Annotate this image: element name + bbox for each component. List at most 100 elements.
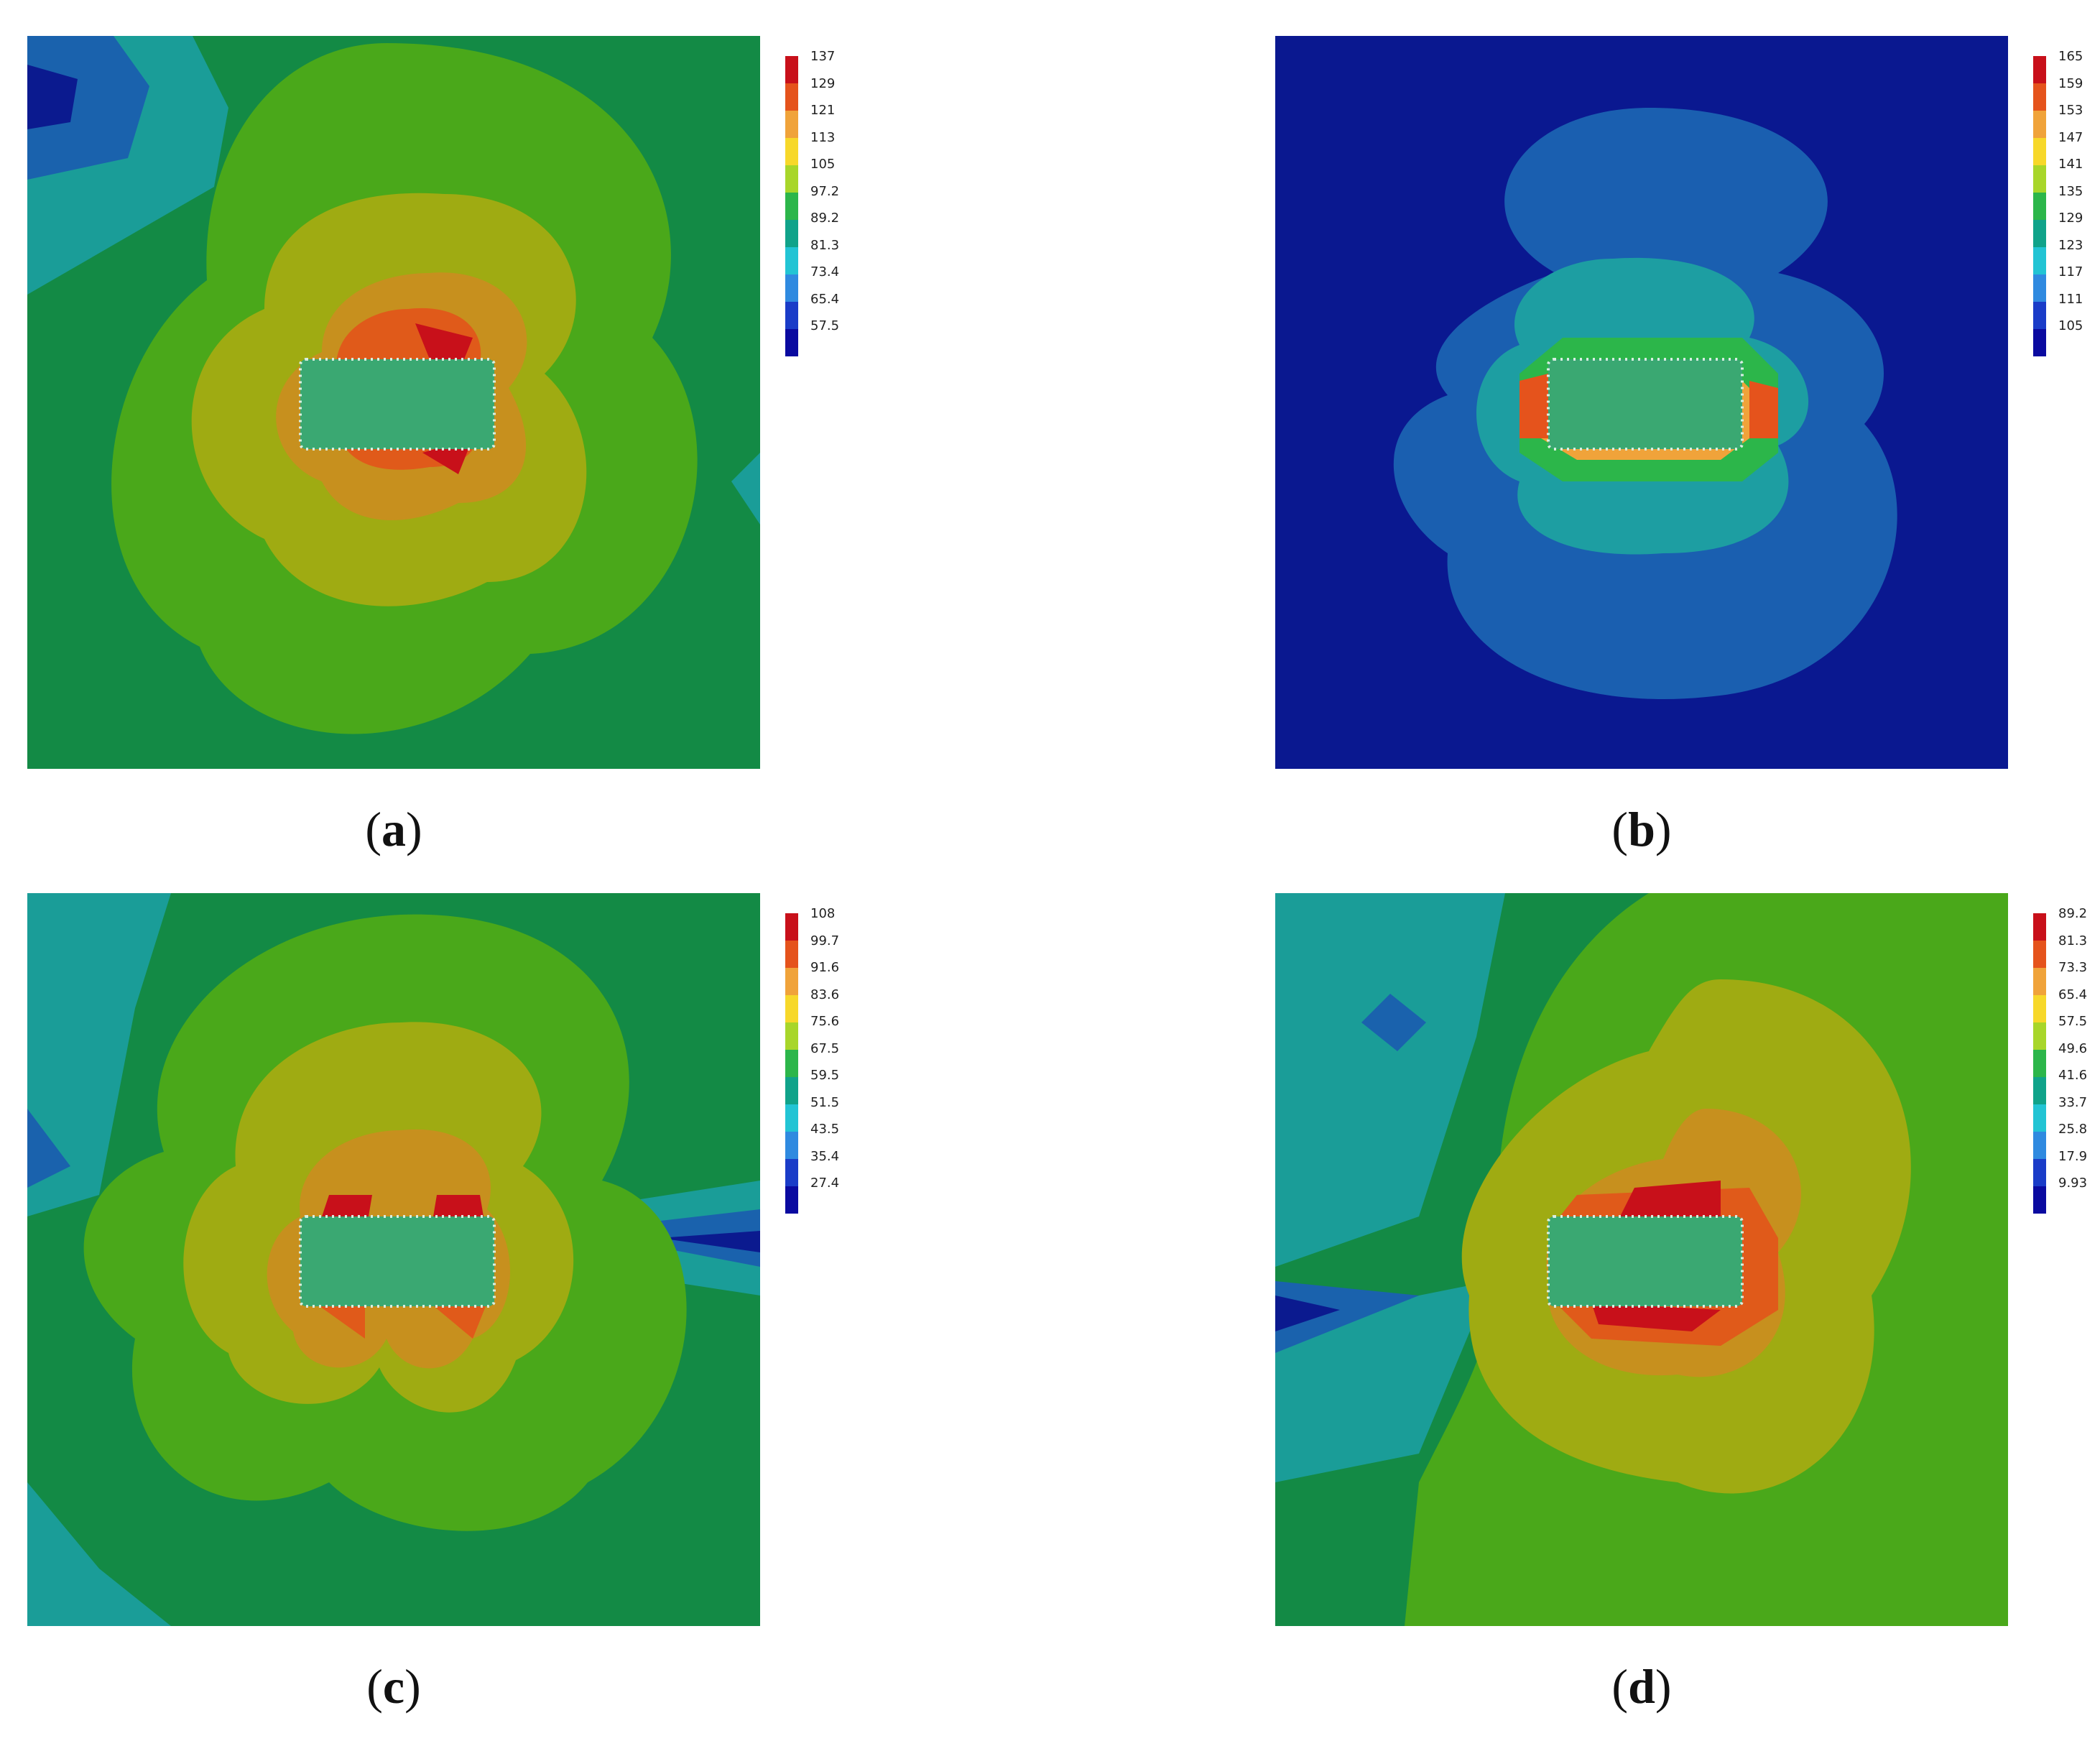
colorbar-swatch — [2033, 165, 2046, 193]
legend-tick-label: 57.5 — [2058, 1014, 2088, 1029]
colorbar-swatch — [2033, 83, 2046, 111]
legend-tick-label: 99.7 — [810, 933, 840, 948]
legend-tick-label: 81.3 — [2058, 933, 2088, 948]
legend-tick-label: 89.2 — [2058, 906, 2088, 921]
legend-tick-label: 75.6 — [810, 1014, 840, 1029]
caption-d: (d) — [1611, 1659, 1672, 1714]
legend-tick-label: 27.4 — [810, 1176, 840, 1191]
legend-tick-label: 67.5 — [810, 1040, 840, 1056]
caption-c: (c) — [366, 1659, 421, 1714]
colorbar-swatch — [2033, 995, 2046, 1022]
colorbar-swatch — [785, 1186, 798, 1214]
colorbar-swatch — [785, 138, 798, 165]
legend-tick-label: 49.6 — [2058, 1040, 2088, 1056]
legend-tick-label: 153 — [2058, 103, 2083, 118]
legend-tick-label: 51.5 — [810, 1094, 840, 1110]
colorbar-swatch — [785, 995, 798, 1022]
colorbar-swatch — [2033, 941, 2046, 968]
legend-tick-label: 59.5 — [810, 1068, 840, 1083]
cylinder-specimen-a — [300, 359, 494, 449]
legend-tick-label: 121 — [810, 103, 836, 118]
legend-tick-label: 43.5 — [810, 1122, 840, 1137]
colorbar-swatch — [785, 165, 798, 193]
colorbar-swatch — [785, 302, 798, 329]
colorbar-swatch — [785, 968, 798, 995]
color-legend-c: 108 99.7 91.6 83.6 75.6 67.5 59.5 51.5 43.5 35.4 2… — [767, 906, 897, 1214]
colorbar-swatch — [2033, 1050, 2046, 1077]
legend-tick-label: 57.5 — [810, 318, 840, 333]
color-legend-b: 165 159 153 147 141 135 129 123 117 111 105 — [2015, 49, 2100, 356]
legend-tick-label: 65.4 — [2058, 987, 2088, 1002]
legend-tick-label: 83.6 — [810, 987, 840, 1002]
colorbar-swatch — [2033, 968, 2046, 995]
colorbar-swatch — [785, 1077, 798, 1104]
cylinder-specimen-b — [1548, 359, 1742, 449]
colorbar-swatch — [785, 111, 798, 138]
cylinder-specimen-c — [300, 1216, 494, 1306]
legend-tick-label: 17.9 — [2058, 1148, 2088, 1164]
legend-tick-label: 141 — [2058, 157, 2083, 172]
colorbar-swatch — [2033, 1077, 2046, 1104]
colorbar-swatch — [2033, 329, 2046, 356]
colorbar-swatch — [2033, 138, 2046, 165]
colorbar-swatch — [785, 247, 798, 274]
colorbar-swatch — [2033, 247, 2046, 274]
colorbar-swatch — [2033, 193, 2046, 220]
legend-tick-label: 123 — [2058, 237, 2083, 253]
legend-tick-label: 113 — [810, 129, 836, 145]
colorbar-swatch — [2033, 1104, 2046, 1132]
colorbar-b — [2033, 56, 2046, 356]
colorbar-swatch — [785, 329, 798, 356]
colorbar-swatch — [2033, 274, 2046, 302]
legend-tick-label: 73.4 — [810, 264, 840, 280]
colorbar-d — [2033, 913, 2046, 1214]
legend-tick-label: 159 — [2058, 75, 2083, 91]
color-legend-d: 89.2 81.3 73.3 65.4 57.5 49.6 41.6 33.7 25.8 17.9… — [2015, 906, 2100, 1214]
legend-tick-label: 25.8 — [2058, 1122, 2088, 1137]
colorbar-swatch — [785, 56, 798, 83]
colorbar-swatch — [785, 1022, 798, 1050]
contour-plot-c — [27, 893, 760, 1626]
cylinder-specimen-d — [1548, 1216, 1742, 1306]
panel-a: 137 129 121 113 105 97.2 89.2 81.3 73.4 65.4 57.5 … — [27, 36, 1033, 884]
contour-plot-d — [1275, 893, 2008, 1626]
colorbar-swatch — [2033, 1159, 2046, 1186]
legend-tick-label: 89.2 — [810, 211, 840, 226]
colorbar-swatch — [785, 220, 798, 247]
legend-tick-label: 129 — [810, 75, 836, 91]
legend-tick-label: 117 — [2058, 264, 2083, 280]
caption-a: (a) — [365, 802, 422, 856]
legend-tick-label: 111 — [2058, 291, 2083, 307]
colorbar-swatch — [785, 83, 798, 111]
legend-tick-label: 135 — [2058, 183, 2083, 199]
legend-tick-label: 33.7 — [2058, 1094, 2088, 1110]
legend-tick-label: 97.2 — [810, 183, 840, 199]
colorbar-swatch — [785, 941, 798, 968]
legend-tick-label: 129 — [2058, 211, 2083, 226]
colorbar-swatch — [2033, 913, 2046, 941]
caption-b: (b) — [1611, 802, 1672, 856]
colorbar-swatch — [2033, 1132, 2046, 1159]
colorbar-a — [785, 56, 798, 356]
legend-tick-label: 73.3 — [2058, 960, 2088, 975]
legend-tick-label: 165 — [2058, 49, 2083, 64]
panel-c: 108 99.7 91.6 83.6 75.6 67.5 59.5 51.5 43.5 35.4 2… — [27, 893, 1033, 1741]
colorbar-swatch — [785, 1050, 798, 1077]
contour-plot-a — [27, 36, 760, 769]
colorbar-swatch — [2033, 220, 2046, 247]
colorbar-swatch — [2033, 1186, 2046, 1214]
legend-tick-label: 9.93 — [2058, 1176, 2088, 1191]
legend-tick-label: 81.3 — [810, 237, 840, 253]
colorbar-swatch — [785, 1132, 798, 1159]
legend-tick-label: 147 — [2058, 129, 2083, 145]
panel-b: 165 159 153 147 141 135 129 123 117 111 105 (b) — [1275, 36, 2100, 884]
colorbar-swatch — [2033, 111, 2046, 138]
legend-tick-label: 108 — [810, 906, 836, 921]
panel-d: 89.2 81.3 73.3 65.4 57.5 49.6 41.6 33.7 25.8 17.9… — [1275, 893, 2100, 1741]
legend-tick-label: 105 — [810, 157, 836, 172]
legend-tick-label: 91.6 — [810, 960, 840, 975]
legend-tick-label: 137 — [810, 49, 836, 64]
colorbar-swatch — [785, 1104, 798, 1132]
colorbar-swatch — [2033, 56, 2046, 83]
colorbar-swatch — [2033, 302, 2046, 329]
